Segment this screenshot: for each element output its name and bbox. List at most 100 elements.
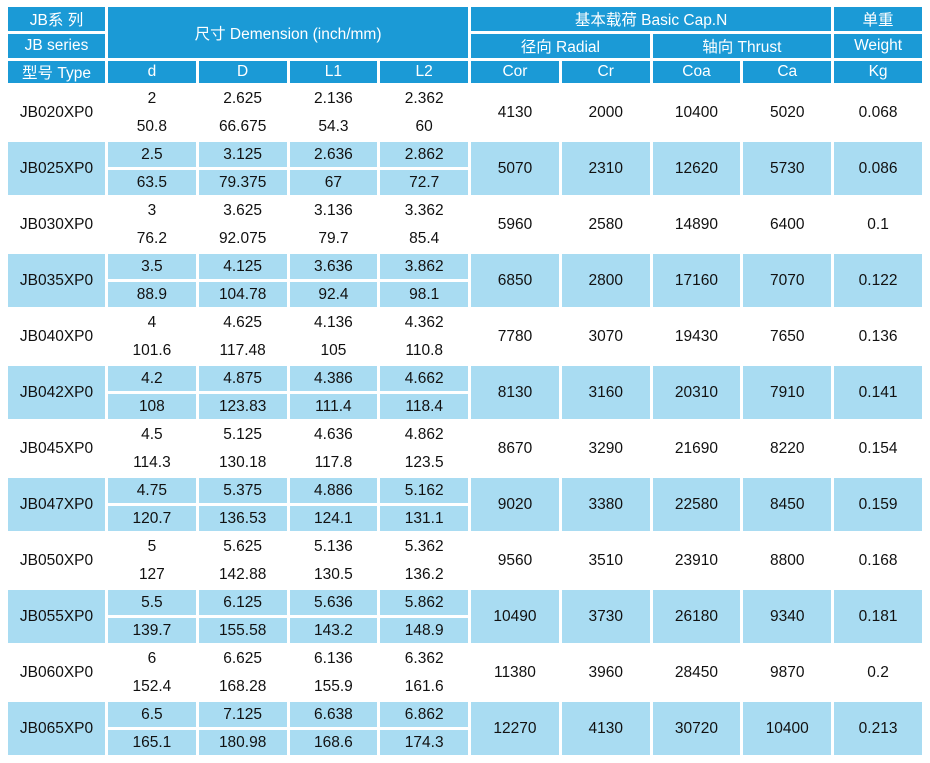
dim-inch-cell: 6.362 xyxy=(380,646,469,671)
dim-inch-cell: 6.125 xyxy=(198,590,287,615)
dim-inch-cell: 6.136 xyxy=(289,646,378,671)
spec-row-mm: 108 123.83 111.4 118.4 xyxy=(8,394,922,419)
spec-row-mm: 88.9 104.78 92.4 98.1 xyxy=(8,282,922,307)
load-cell: 2580 xyxy=(561,198,650,251)
dim-mm-cell: 148.9 xyxy=(380,618,469,643)
load-cell: 20310 xyxy=(652,366,741,419)
dim-mm-cell: 136.53 xyxy=(198,506,287,531)
header-col-L2: L2 xyxy=(380,61,469,83)
load-cell: 5960 xyxy=(471,198,559,251)
load-cell: 5730 xyxy=(743,142,832,195)
weight-cell: 0.159 xyxy=(834,478,922,531)
dim-inch-cell: 6.625 xyxy=(198,646,287,671)
dim-inch-cell: 2.136 xyxy=(289,86,378,111)
load-cell: 7780 xyxy=(471,310,559,363)
dim-mm-cell: 117.8 xyxy=(289,450,378,475)
model-cell: JB030XP0 xyxy=(8,198,105,251)
load-cell: 8130 xyxy=(471,366,559,419)
load-cell: 6850 xyxy=(471,254,559,307)
dim-mm-cell: 108 xyxy=(108,394,196,419)
dim-inch-cell: 4.625 xyxy=(198,310,287,335)
header-weight-cn: 单重 xyxy=(834,7,922,31)
dim-mm-cell: 142.88 xyxy=(198,562,287,587)
header-series-en: JB series xyxy=(8,34,105,58)
dim-mm-cell: 165.1 xyxy=(108,730,196,755)
load-cell: 21690 xyxy=(652,422,741,475)
weight-cell: 0.213 xyxy=(834,702,922,755)
header-col-d: d xyxy=(108,61,196,83)
spec-row-mm: 76.2 92.075 79.7 85.4 xyxy=(8,226,922,251)
dim-mm-cell: 104.78 xyxy=(198,282,287,307)
dim-inch-cell: 5.5 xyxy=(108,590,196,615)
load-cell: 4130 xyxy=(471,86,559,139)
header-col-L1: L1 xyxy=(289,61,378,83)
load-cell: 8800 xyxy=(743,534,832,587)
header-series-cn: JB系 列 xyxy=(8,7,105,31)
header-col-Cor: Cor xyxy=(471,61,559,83)
header-row-2: JB series 径向 Radial 轴向 Thrust Weight xyxy=(8,34,922,58)
load-cell: 7650 xyxy=(743,310,832,363)
dim-inch-cell: 5.862 xyxy=(380,590,469,615)
dim-inch-cell: 3.5 xyxy=(108,254,196,279)
header-col-Coa: Coa xyxy=(652,61,741,83)
spec-row-inch: JB025XP0 2.5 3.125 2.636 2.862 5070 2310 12620 5… xyxy=(8,142,922,195)
spec-row-inch: JB065XP0 6.5 7.125 6.638 6.862 12270 4130 30720… xyxy=(8,702,922,755)
header-type-label: 型号 Type xyxy=(8,61,105,83)
model-cell: JB050XP0 xyxy=(8,534,105,587)
spec-table-header: JB系 列 尺寸 Demension (inch/mm) 基本载荷 Basic … xyxy=(8,7,922,83)
dim-mm-cell: 155.9 xyxy=(289,674,378,699)
dim-inch-cell: 3.636 xyxy=(289,254,378,279)
load-cell: 2310 xyxy=(561,142,650,195)
dim-mm-cell: 92.4 xyxy=(289,282,378,307)
spec-row-mm: 139.7 155.58 143.2 148.9 xyxy=(8,618,922,643)
load-cell: 4130 xyxy=(561,702,650,755)
load-cell: 9560 xyxy=(471,534,559,587)
dim-mm-cell: 85.4 xyxy=(380,226,469,251)
dim-mm-cell: 127 xyxy=(108,562,196,587)
dim-inch-cell: 3.862 xyxy=(380,254,469,279)
dim-mm-cell: 60 xyxy=(380,114,469,139)
header-row-3: 型号 Type d D L1 L2 Cor Cr Coa Ca Kg xyxy=(8,61,922,83)
dim-inch-cell: 3 xyxy=(108,198,196,223)
dim-inch-cell: 5 xyxy=(108,534,196,559)
load-cell: 19430 xyxy=(652,310,741,363)
weight-cell: 0.086 xyxy=(834,142,922,195)
dim-inch-cell: 4.362 xyxy=(380,310,469,335)
dim-inch-cell: 6.862 xyxy=(380,702,469,727)
dim-inch-cell: 6.638 xyxy=(289,702,378,727)
dim-mm-cell: 136.2 xyxy=(380,562,469,587)
dim-mm-cell: 110.8 xyxy=(380,338,469,363)
dim-inch-cell: 4.875 xyxy=(198,366,287,391)
weight-cell: 0.136 xyxy=(834,310,922,363)
spec-row-inch: JB060XP0 6 6.625 6.136 6.362 11380 3960 28450 98… xyxy=(8,646,922,699)
load-cell: 7910 xyxy=(743,366,832,419)
load-cell: 6400 xyxy=(743,198,832,251)
dim-mm-cell: 139.7 xyxy=(108,618,196,643)
dim-mm-cell: 117.48 xyxy=(198,338,287,363)
dim-mm-cell: 168.6 xyxy=(289,730,378,755)
dim-inch-cell: 5.362 xyxy=(380,534,469,559)
model-cell: JB042XP0 xyxy=(8,366,105,419)
header-weight-en: Weight xyxy=(834,34,922,58)
spec-row-mm: 152.4 168.28 155.9 161.6 xyxy=(8,674,922,699)
spec-row-mm: 63.5 79.375 67 72.7 xyxy=(8,170,922,195)
spec-row-inch: JB045XP0 4.5 5.125 4.636 4.862 8670 3290 21690 8… xyxy=(8,422,922,475)
dim-inch-cell: 5.125 xyxy=(198,422,287,447)
model-cell: JB020XP0 xyxy=(8,86,105,139)
dim-mm-cell: 79.375 xyxy=(198,170,287,195)
model-cell: JB040XP0 xyxy=(8,310,105,363)
dim-mm-cell: 161.6 xyxy=(380,674,469,699)
spec-table-body: JB020XP0 2 2.625 2.136 2.362 4130 2000 10400 502… xyxy=(8,86,922,755)
header-radial-title: 径向 Radial xyxy=(471,34,650,58)
dim-inch-cell: 5.636 xyxy=(289,590,378,615)
dim-inch-cell: 2 xyxy=(108,86,196,111)
dim-inch-cell: 5.375 xyxy=(198,478,287,503)
load-cell: 30720 xyxy=(652,702,741,755)
dim-inch-cell: 2.625 xyxy=(198,86,287,111)
spec-row-mm: 50.8 66.675 54.3 60 xyxy=(8,114,922,139)
load-cell: 7070 xyxy=(743,254,832,307)
dim-inch-cell: 5.625 xyxy=(198,534,287,559)
dim-mm-cell: 131.1 xyxy=(380,506,469,531)
dim-mm-cell: 72.7 xyxy=(380,170,469,195)
